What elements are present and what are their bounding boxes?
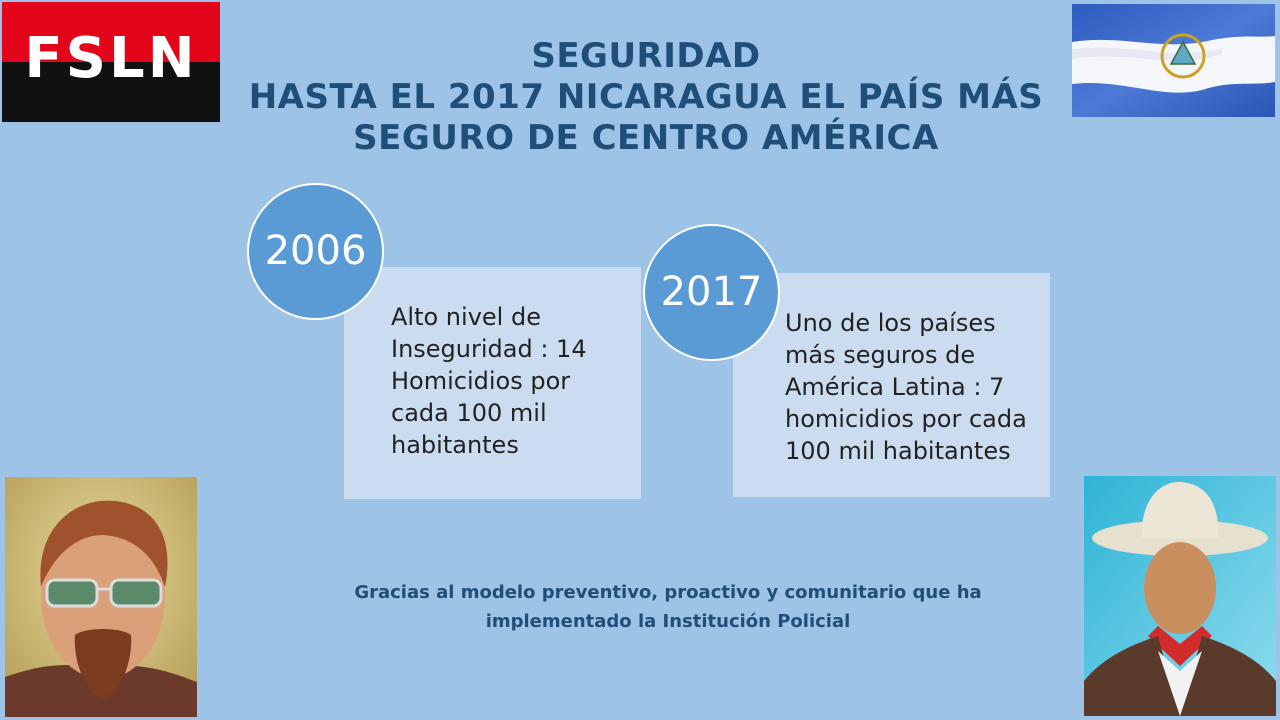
nicaragua-flag-image [1072,4,1275,117]
portrait-right-image [1084,476,1276,716]
milestone-2017-text: Uno de los países más seguros de América… [785,309,1027,465]
footer-note-line-1: Gracias al modelo preventivo, proactivo … [354,582,982,603]
milestone-2006-card: Alto nivel de Inseguridad : 14 Homicidio… [344,267,641,499]
milestone-2006-year-badge: 2006 [247,183,384,320]
title-line-3: SEGURO DE CENTRO AMÉRICA [353,118,939,158]
fsln-logo: FSLN [2,2,220,122]
milestone-2006-text: Alto nivel de Inseguridad : 14 Homicidio… [391,303,587,459]
footer-note-line-2: implementado la Institución Policial [485,611,851,632]
page-title: SEGURIDAD HASTA EL 2017 NICARAGUA EL PAÍ… [230,36,1062,159]
title-line-1: SEGURIDAD [531,36,761,76]
logo-text: FSLN [24,26,198,91]
logo-black-band [2,62,220,122]
milestone-2017-year-badge: 2017 [643,224,780,361]
title-line-2: HASTA EL 2017 NICARAGUA EL PAÍS MÁS [248,77,1044,117]
portrait-left-image [5,477,197,717]
footer-note: Gracias al modelo preventivo, proactivo … [330,578,1006,636]
logo-red-band [2,2,220,62]
milestone-2017-card: Uno de los países más seguros de América… [733,273,1050,497]
